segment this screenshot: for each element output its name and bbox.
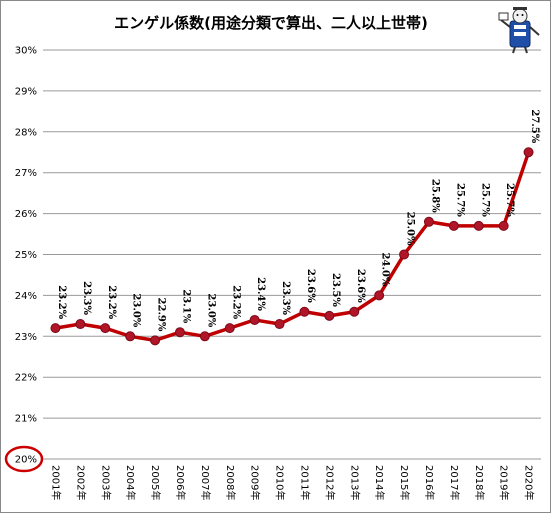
y-tick-label: 29% xyxy=(15,86,37,97)
data-point xyxy=(523,147,534,158)
data-point xyxy=(423,216,434,227)
y-tick-label: 21% xyxy=(15,414,37,425)
x-tick-label: 2002年 xyxy=(74,465,87,500)
data-point xyxy=(125,331,136,342)
x-tick-label: 2007年 xyxy=(199,465,212,500)
y-tick-label: 22% xyxy=(15,373,37,384)
data-point xyxy=(473,220,484,231)
x-tick-label: 2005年 xyxy=(149,465,162,500)
data-label: 24.0% xyxy=(380,253,391,287)
data-point xyxy=(399,249,410,260)
data-label: 27.5% xyxy=(529,109,540,143)
data-label: 23.5% xyxy=(330,273,341,307)
y-tick-label: 26% xyxy=(15,209,37,220)
data-point xyxy=(349,306,360,317)
data-label: 25.7% xyxy=(504,183,515,217)
data-label: 23.4% xyxy=(255,277,266,311)
chart-title: エンゲル係数(用途分類で算出、二人以上世帯) xyxy=(114,14,428,32)
x-axis-ticks: 2001年 2002年 2003年 2004年 2005年 2006年 2007年 2008年… xyxy=(49,465,535,500)
x-tick-label: 2001年 xyxy=(49,465,62,500)
data-point xyxy=(150,335,161,346)
data-point xyxy=(448,220,459,231)
data-point xyxy=(75,319,86,330)
data-label: 22.9% xyxy=(156,298,167,332)
data-point xyxy=(324,310,335,321)
y-tick-label: 23% xyxy=(15,332,37,343)
x-tick-label: 2010年 xyxy=(274,465,287,500)
x-tick-label: 2006年 xyxy=(174,465,187,500)
data-point xyxy=(199,331,210,342)
data-point xyxy=(174,327,185,338)
x-tick-label: 2016年 xyxy=(423,465,436,500)
x-tick-label: 2020年 xyxy=(523,465,536,500)
data-label: 23.2% xyxy=(106,285,117,319)
x-tick-label: 2003年 xyxy=(99,465,112,500)
data-point xyxy=(224,323,235,334)
y-tick-label: 25% xyxy=(15,250,37,261)
y-axis-ticks: 20% 21% 22% 23% 24% 25% 26% 27% 28% 29% 30% xyxy=(15,46,37,466)
data-label: 23.6% xyxy=(355,269,366,303)
data-label: 25.0% xyxy=(405,212,416,246)
y-tick-label: 30% xyxy=(15,46,37,57)
mascot-figure-icon xyxy=(498,7,540,54)
x-tick-label: 2015年 xyxy=(398,465,411,500)
x-tick-label: 2019年 xyxy=(498,465,511,500)
y-tick-label: 20% xyxy=(15,455,37,466)
x-tick-label: 2013年 xyxy=(348,465,361,500)
data-label: 23.6% xyxy=(305,269,316,303)
data-point xyxy=(299,306,310,317)
data-label: 23.2% xyxy=(56,285,67,319)
grid-lines xyxy=(43,49,541,460)
data-label: 23.1% xyxy=(180,289,191,323)
x-tick-label: 2009年 xyxy=(249,465,262,500)
x-tick-label: 2004年 xyxy=(124,465,137,500)
data-point xyxy=(100,323,111,334)
data-point xyxy=(249,314,260,325)
data-label: 25.7% xyxy=(454,183,465,217)
data-label: 25.8% xyxy=(429,179,440,213)
data-label: 23.2% xyxy=(230,285,241,319)
y-tick-label: 27% xyxy=(15,168,37,179)
baseline-highlight-circle xyxy=(4,445,44,473)
data-labels: 23.2% 23.3% 23.2% 23.0% 22.9% 23.1% 23.0% 23.2%… xyxy=(56,109,540,331)
x-tick-label: 2018年 xyxy=(473,465,486,500)
data-label: 25.7% xyxy=(479,183,490,217)
data-label: 23.0% xyxy=(131,293,142,327)
data-point xyxy=(50,323,61,334)
y-tick-label: 24% xyxy=(15,291,37,302)
x-tick-label: 2017年 xyxy=(448,465,461,500)
y-tick-label: 28% xyxy=(15,127,37,138)
x-tick-label: 2012年 xyxy=(323,465,336,500)
x-tick-label: 2011年 xyxy=(298,465,311,500)
x-tick-label: 2008年 xyxy=(224,465,237,500)
data-point xyxy=(274,319,285,330)
data-points xyxy=(50,147,534,346)
data-point xyxy=(374,290,385,301)
data-label: 23.3% xyxy=(81,281,92,315)
data-point xyxy=(498,220,509,231)
data-label: 23.0% xyxy=(205,293,216,327)
data-label: 23.3% xyxy=(280,281,291,315)
x-tick-label: 2014年 xyxy=(373,465,386,500)
